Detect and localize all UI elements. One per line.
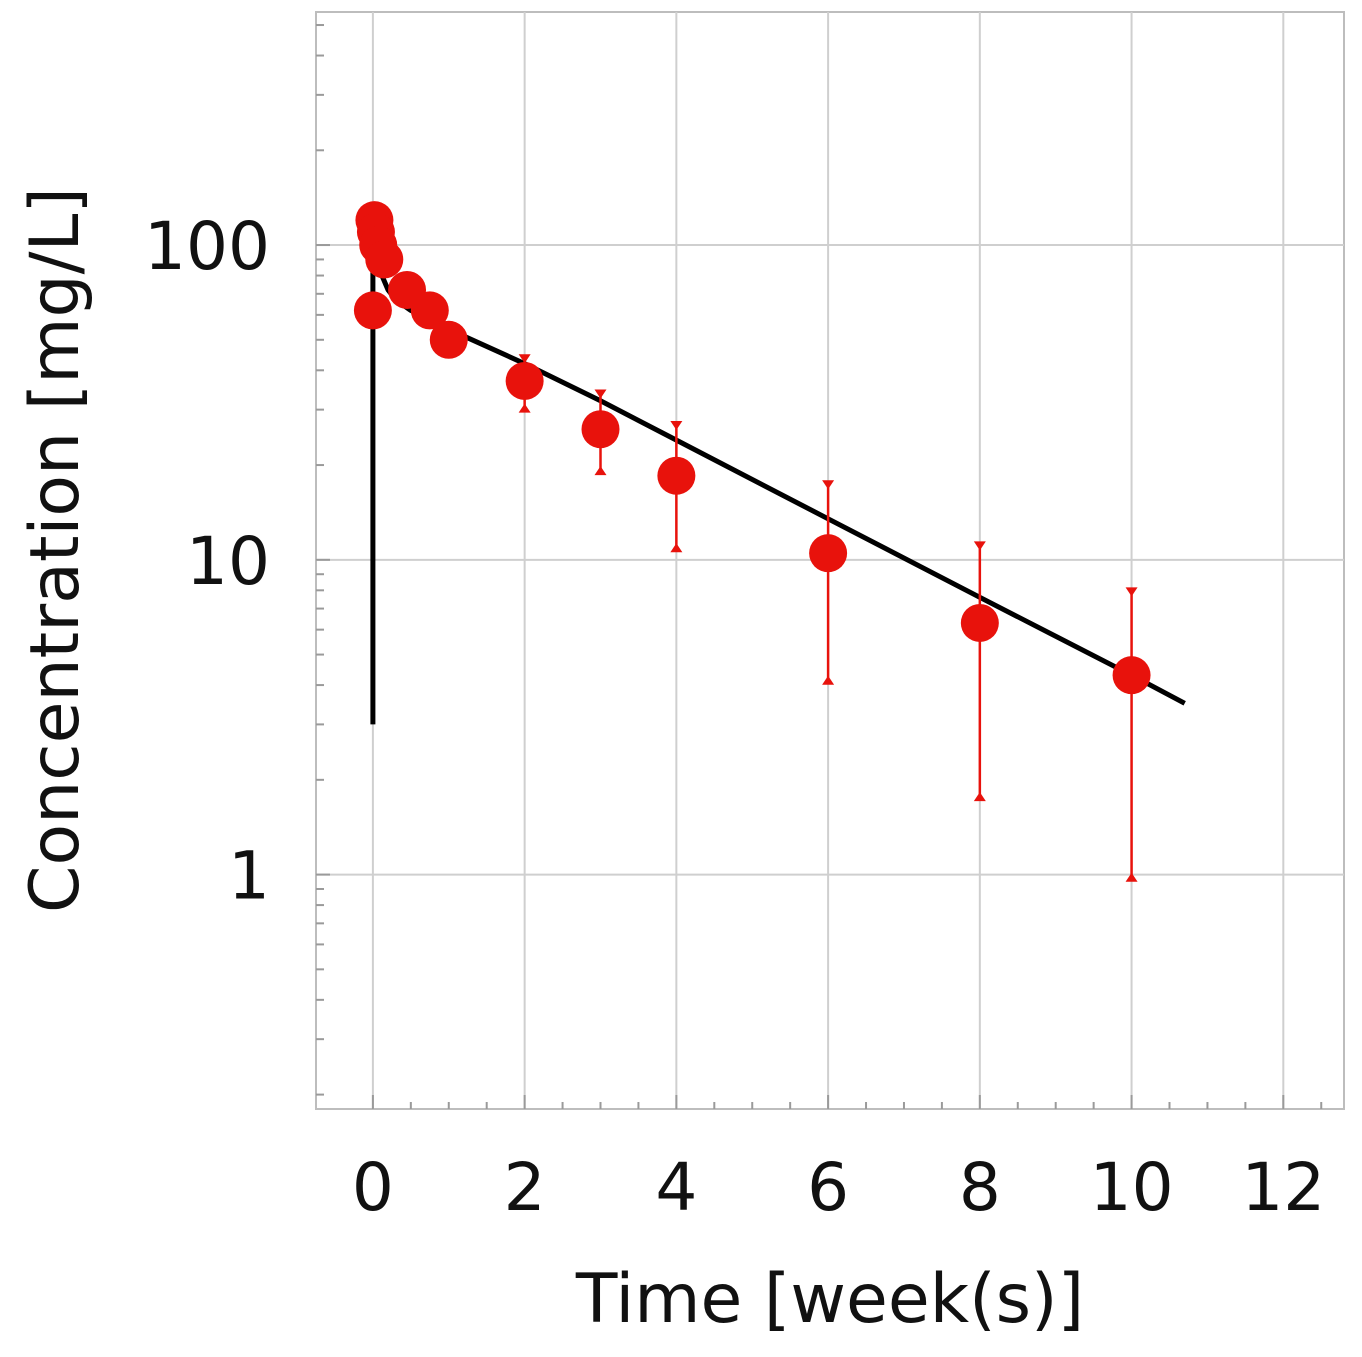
error-cap-low (670, 543, 683, 553)
minor-ticks (316, 24, 1323, 1109)
error-cap-high (518, 354, 531, 364)
x-tick-label: 4 (655, 1149, 697, 1226)
data-point (353, 291, 392, 330)
data-point (429, 320, 468, 359)
x-tick-label: 12 (1241, 1149, 1325, 1226)
y-tick-label: 100 (144, 208, 270, 285)
error-cap-high (973, 541, 986, 551)
x-tick-label: 10 (1090, 1149, 1174, 1226)
x-tick-label: 6 (807, 1149, 849, 1226)
x-axis-title: Time [week(s)] (575, 1260, 1084, 1339)
data-point (365, 240, 404, 279)
error-cap-high (1125, 587, 1138, 597)
data-points-layer (353, 201, 1151, 695)
data-point (1112, 656, 1151, 695)
data-point (505, 361, 544, 400)
x-tick-label: 0 (352, 1149, 394, 1226)
y-tick-labels: 1 10 100 (144, 208, 270, 915)
data-point (809, 534, 848, 573)
data-point (960, 603, 999, 642)
x-tick-label: 2 (504, 1149, 546, 1226)
data-point (581, 410, 620, 449)
data-point (657, 456, 696, 495)
error-cap-high (594, 389, 607, 399)
error-cap-low (594, 466, 607, 476)
y-axis-title: Concentration [mg/L] (16, 187, 95, 913)
x-tick-label: 8 (959, 1149, 1001, 1226)
y-tick-label: 1 (228, 838, 270, 915)
error-bars-layer (518, 354, 1138, 882)
error-cap-high (670, 421, 683, 431)
error-cap-low (822, 675, 835, 685)
x-tick-labels: 0 2 4 6 8 10 12 (352, 1149, 1325, 1226)
error-cap-low (518, 403, 531, 413)
y-tick-label: 10 (186, 523, 270, 600)
error-cap-high (822, 480, 835, 490)
error-cap-low (1125, 872, 1138, 882)
error-cap-low (973, 792, 986, 802)
data-point (410, 291, 449, 330)
